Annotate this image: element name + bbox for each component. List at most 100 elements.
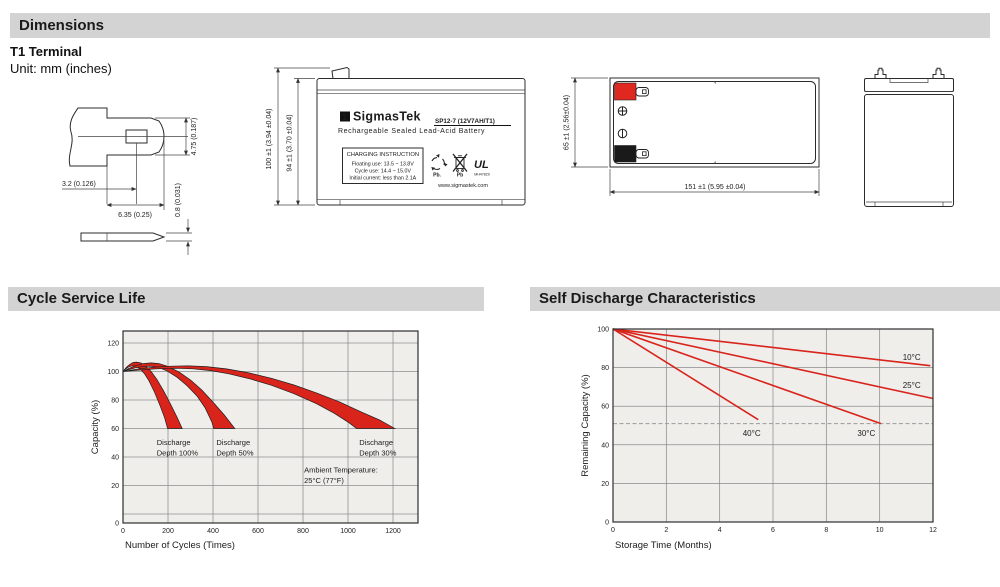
side-view-lid [864,78,954,92]
x-tick-label: 400 [207,528,219,535]
series-line [612,328,934,400]
y-tick-label: 20 [601,481,609,488]
y-tick-label: 20 [111,483,119,490]
series-line [612,328,882,425]
x-tick-label: 4 [718,527,722,534]
discharge-band [122,362,236,429]
x-axis-title: Number of Cycles (Times) [125,540,235,551]
x-tick-label: 600 [252,528,264,535]
x-tick-label: 10 [876,527,884,534]
charging-instruction-box [342,147,424,184]
terminal-height-dim: 4.75 (0.187) [191,118,198,156]
top-view-width-dim: 151 ±1 (5.95 ±0.04) [684,184,745,191]
side-view-post-right [932,67,945,79]
y-tick-label: 120 [107,340,119,347]
charging-box-line3: Initial current: less than 2.1A [349,176,416,182]
y-tick-label: 80 [601,365,609,372]
x-tick-label: 1000 [340,528,356,535]
y-tick-label: 0 [115,521,119,528]
x-tick-label: 800 [297,528,309,535]
terminal-hole-offset-dim: 3.2 (0.126) [62,181,96,188]
plus-symbol-icon [617,106,628,116]
x-tick-label: 0 [611,527,615,534]
terminal-top-profile [80,232,166,242]
positive-terminal [614,82,637,101]
model-text: SP12-7 (12V7AH/T1) [435,118,495,125]
x-tick-label: 0 [121,528,125,535]
chart-annotation: Ambient Temperature: [304,466,378,475]
plot-border [122,330,419,524]
battery-front-view: Σ SigmasTek SP12-7 (12V7AH/T1) Rechargea… [266,66,526,206]
unit-note: Unit: mm (inches) [10,61,112,76]
brand-text: SigmasTek [353,110,421,124]
terminal-width-dim: 6.35 (0.25) [118,212,152,219]
battery-side-view [864,67,954,207]
battery-case [316,78,526,206]
cycle-service-life-chart: 0 200 400 600 800 1000 1200 0 20 40 60 80 100 120 Disc… [90,330,419,551]
series-label: 10°C [903,353,921,362]
terminal-side-profile [68,107,165,167]
x-tick-label: 1200 [385,528,401,535]
y-tick-label: 60 [111,426,119,433]
crossed-bin-pb-icon [452,153,468,172]
x-tick-label: 6 [771,527,775,534]
side-view-body [864,94,954,207]
x-axis-title: Storage Time (Months) [615,540,712,551]
top-view-outline [609,77,820,168]
section-header-dimensions: Dimensions [10,13,990,38]
battery-top-view: 65 ±1 (2.56±0.04) 151 ±1 (5.95 ±0.04) [564,77,820,196]
front-inner-height-dim: 94 ±1 (3.70 ±0.04) [287,114,294,171]
y-tick-label: 0 [605,520,609,527]
chart-annotation: Discharge [216,438,250,447]
logo-sigma-glyph: Σ [343,113,348,122]
chart-annotation: Discharge [359,438,393,447]
terminal-thickness-dim: 0.8 (0.031) [175,183,182,217]
ul-caption: MH47829 [474,173,490,177]
section-header-self-discharge: Self Discharge Characteristics [530,287,1000,311]
y-tick-label: 60 [601,404,609,411]
x-tick-label: 200 [162,528,174,535]
recycle-pb-icon [431,154,448,171]
front-outer-height-dim: 100 ±1 (3.94 ±0.04) [266,108,273,169]
x-tick-label: 2 [664,527,668,534]
chart-annotation: Discharge [157,438,191,447]
series-label: 25°C [903,381,921,390]
terminal-detail-drawing: 4.75 (0.187) 3.2 (0.126) 6.35 (0.25) 0.8… [62,107,198,255]
self-discharge-chart: 10°C 25°C 30°C 40°C 0 2 4 6 8 10 12 0 20 40 60 80 100 Sto… [580,327,937,552]
discharge-band [122,365,397,429]
terminal-type-subtitle: T1 Terminal [10,44,83,59]
bin-caption: Pb [457,173,463,179]
y-axis-title: Remaining Capacity (%) [580,374,591,476]
series-line [612,328,931,367]
chart-annotation: 25°C (77°F) [304,476,344,485]
chart-annotation: Depth 50% [216,448,253,457]
plot-border [612,328,934,523]
chart-annotation: Depth 30% [359,448,396,457]
front-terminal-tab [331,66,350,79]
y-tick-label: 100 [597,327,609,334]
y-tick-label: 100 [107,369,119,376]
section-header-cycle-service-life: Cycle Service Life [8,287,484,311]
y-axis-title: Capacity (%) [90,400,101,454]
y-tick-label: 80 [111,397,119,404]
charging-box-line1: Floating use: 13.5 ~ 13.8V [352,162,414,168]
battery-subtitle-text: Rechargeable Sealed Lead-Acid Battery [338,128,485,135]
website-text: www.sigmastek.com [437,183,488,189]
x-tick-label: 8 [824,527,828,534]
sigmastek-logo-icon [340,111,350,122]
ul-mark-icon: UL [474,159,489,171]
series-label: 40°C [743,429,761,438]
charging-box-line2: Cycle use: 14.4 ~ 15.0V [355,169,412,175]
negative-terminal [614,145,637,163]
y-tick-label: 40 [601,442,609,449]
x-tick-label: 12 [929,527,937,534]
series-line [612,328,759,421]
charging-box-title: CHARGING INSTRUCTION [347,152,419,158]
series-label: 30°C [857,429,875,438]
chart-annotation: Depth 100% [157,448,199,457]
recycle-caption: Pb. [433,173,441,179]
top-view-height-dim: 65 ±1 (2.56±0.04) [564,95,571,150]
y-tick-label: 40 [111,455,119,462]
minus-symbol-icon [617,128,628,139]
